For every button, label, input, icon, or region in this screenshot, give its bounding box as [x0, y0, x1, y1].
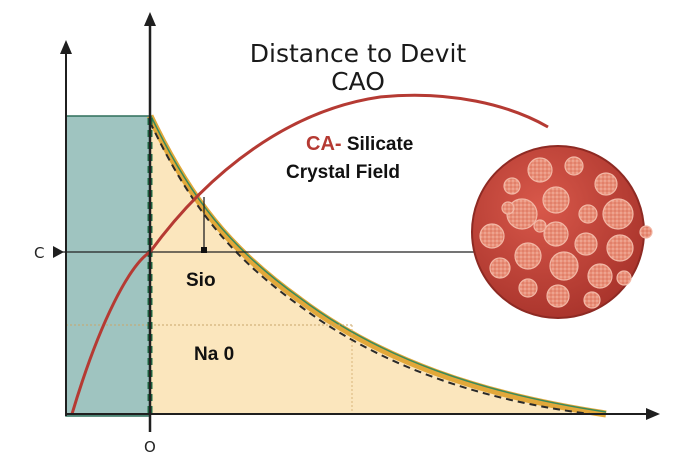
crystal-grain: [501, 201, 515, 215]
crystal-grain: [514, 242, 542, 270]
green-edge-line: [149, 113, 607, 413]
crystal-grain: [543, 221, 569, 247]
marker-square: [201, 247, 207, 253]
crystal-grain: [479, 223, 505, 249]
field-label-suffix: Silicate: [342, 134, 414, 155]
region-lower-label: Na 0: [194, 344, 234, 365]
crystal-grain: [594, 172, 618, 196]
dashed-curve: [149, 121, 591, 415]
crystal-grain: [606, 234, 634, 262]
crystal-field-illustration: [471, 145, 653, 319]
crystal-grain: [616, 270, 632, 286]
crystal-grain: [564, 156, 584, 176]
title-line-2: CAO: [331, 67, 385, 96]
crystal-grain: [587, 263, 613, 289]
crystal-grain: [549, 251, 579, 281]
crystal-grain: [546, 284, 570, 308]
crystal-grain: [583, 291, 601, 309]
title-line-1: Distance to Devit: [250, 39, 467, 68]
y-axis-arrow: [60, 40, 72, 54]
crystal-grain: [533, 219, 547, 233]
y-axis-marker-label: C: [34, 244, 44, 262]
crystal-grain: [489, 257, 511, 279]
field-label-line-2: Crystal Field: [286, 162, 400, 183]
crystal-grain: [578, 204, 598, 224]
crystal-grain: [542, 186, 570, 214]
crystal-grain: [602, 198, 634, 230]
x-axis-arrow: [646, 408, 660, 420]
crystal-grain: [518, 278, 538, 298]
x-axis-origin-label: O: [144, 438, 156, 456]
c-marker-arrow: [53, 246, 64, 258]
crystal-grain: [527, 157, 553, 183]
crystal-grain: [503, 177, 521, 195]
vertical-axis-arrow: [144, 12, 156, 26]
red-curve: [70, 93, 549, 415]
field-label-prefix: CA-: [306, 133, 342, 155]
orange-band: [146, 114, 607, 418]
crystal-grain: [574, 232, 598, 256]
field-label-line-1: CA- Silicate: [306, 133, 413, 155]
crystal-grain: [639, 225, 653, 239]
cream-region: [150, 116, 606, 414]
region-upper-label: Sio: [186, 270, 216, 291]
